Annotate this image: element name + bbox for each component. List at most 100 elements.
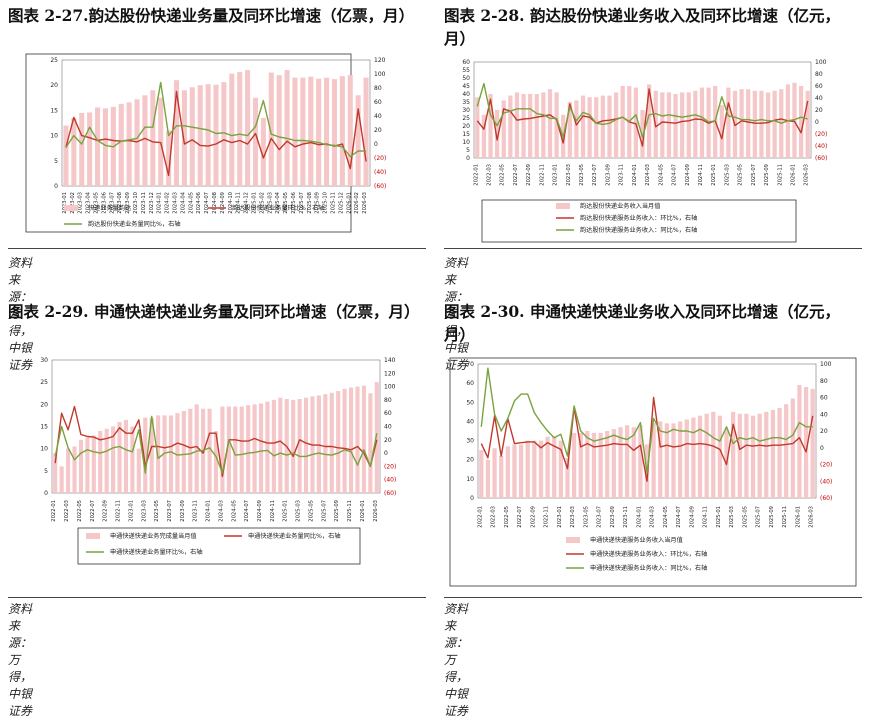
- legend-label: 快递业务量韵达: [88, 204, 131, 212]
- bar: [485, 459, 491, 498]
- red-series-line: [54, 405, 378, 478]
- x-tick-label: 2022-07: [90, 500, 96, 522]
- x-tick-label: 2023-07: [592, 164, 598, 186]
- x-tick-label: 2024-12: [244, 192, 250, 214]
- x-tick-label: 2024-09: [220, 192, 226, 214]
- y-left-tick: 50: [462, 75, 470, 82]
- x-tick-label: 2024-05: [658, 164, 664, 186]
- bar: [374, 382, 379, 493]
- x-tick-label: 2023-03: [141, 500, 147, 522]
- y-left-tick: 0: [466, 155, 470, 162]
- bar: [532, 440, 537, 498]
- x-tick-label: 2025-01: [716, 506, 722, 528]
- bar: [565, 457, 570, 498]
- bar: [142, 95, 148, 186]
- x-tick-label: 2026-03: [804, 164, 810, 186]
- y-right-tick: 60: [374, 99, 382, 106]
- bar: [78, 439, 83, 493]
- bar: [585, 431, 590, 498]
- bar: [349, 387, 354, 493]
- x-tick-label: 2022-05: [500, 164, 506, 186]
- x-tick-label: 2024-01: [206, 500, 212, 522]
- legend-label: 申通快递快递业务量同比%，右轴: [248, 532, 341, 540]
- bar: [697, 415, 703, 498]
- bar: [292, 77, 298, 186]
- y-right-tick: 80: [820, 378, 828, 385]
- x-tick-label: 2023-01: [62, 192, 68, 214]
- y-right-tick: (20): [384, 463, 396, 470]
- bar: [671, 423, 676, 498]
- source-note: 资料来源：万得，中银证券: [444, 602, 469, 718]
- bar: [613, 92, 619, 158]
- y-right-tick: 60: [815, 83, 823, 90]
- x-tick-label: 2025-01: [711, 164, 717, 186]
- bar: [331, 79, 337, 186]
- bar: [521, 94, 526, 158]
- bar: [528, 94, 533, 158]
- y-right-tick: (40): [815, 143, 827, 150]
- y-right-tick: 60: [384, 410, 392, 417]
- bar: [765, 92, 771, 158]
- x-tick-label: 2024-08: [212, 192, 218, 214]
- x-tick-label: 2025-09: [764, 164, 770, 186]
- x-tick-label: 2023-11: [619, 164, 625, 186]
- source-note: 资料来源：万得，中银证券: [8, 256, 33, 372]
- y-right-tick: (40): [820, 478, 832, 485]
- bar: [495, 110, 500, 158]
- x-tick-label: 2022-07: [513, 164, 519, 186]
- x-tick-label: 2024-07: [676, 506, 682, 528]
- bar: [368, 393, 373, 493]
- bar: [587, 97, 592, 158]
- legend-label: 申通快递快递服务业务收入当月值: [590, 536, 683, 544]
- y-right-tick: 40: [374, 113, 382, 120]
- y-left-tick: 5: [44, 468, 48, 475]
- x-tick-label: 2023-09: [605, 164, 611, 186]
- x-tick-label: 2023-01: [553, 164, 559, 186]
- x-tick-label: 2023-01: [557, 506, 563, 528]
- y-left-tick: 0: [470, 495, 474, 502]
- bar: [752, 90, 757, 158]
- x-tick-label: 2025-07: [299, 192, 305, 214]
- x-tick-label: 2023-07: [109, 192, 115, 214]
- legend-label: 韵达股份快递服务业务收入：同比%，右轴: [580, 226, 697, 234]
- bar: [316, 78, 322, 186]
- x-tick-label: 2025-05: [283, 192, 289, 214]
- bar: [488, 94, 493, 158]
- y-right-tick: 120: [384, 370, 396, 377]
- x-tick-label: 2024-01: [636, 506, 642, 528]
- y-right-tick: (40): [374, 169, 386, 176]
- chart-title: 图表 2-28. 韵达股份快递业务收入及同环比增速（亿元，月）: [444, 6, 840, 48]
- bar: [711, 411, 716, 498]
- bar: [638, 425, 643, 498]
- bar: [764, 411, 769, 498]
- legend-label: 申通快递快递业务量环比%，右轴: [110, 548, 203, 556]
- x-tick-label: 2025-07: [751, 164, 757, 186]
- bar: [620, 86, 625, 158]
- bar: [104, 428, 109, 493]
- y-left-tick: 60: [466, 380, 474, 387]
- bar: [772, 90, 777, 158]
- bar: [678, 421, 683, 498]
- x-tick-label: 2026-03: [809, 506, 815, 528]
- y-left-tick: 25: [40, 379, 48, 386]
- y-left-tick: 50: [466, 399, 474, 406]
- bar: [666, 92, 672, 158]
- y-right-tick: 20: [815, 107, 823, 114]
- bar: [336, 391, 341, 493]
- green-series-line: [65, 81, 367, 158]
- bar: [658, 421, 663, 498]
- bar: [541, 92, 546, 158]
- x-tick-label: 2023-05: [154, 500, 160, 522]
- bar: [552, 436, 557, 498]
- x-tick-label: 2024-09: [689, 506, 695, 528]
- bar: [181, 90, 187, 186]
- y-left-tick: 5: [466, 147, 470, 154]
- bar: [744, 413, 749, 498]
- legend-swatch: [64, 205, 78, 211]
- bar: [792, 82, 797, 158]
- y-right-tick: 80: [384, 397, 392, 404]
- x-tick-label: 2024-03: [645, 164, 651, 186]
- y-left-tick: 0: [54, 183, 58, 190]
- x-tick-label: 2023-07: [597, 506, 603, 528]
